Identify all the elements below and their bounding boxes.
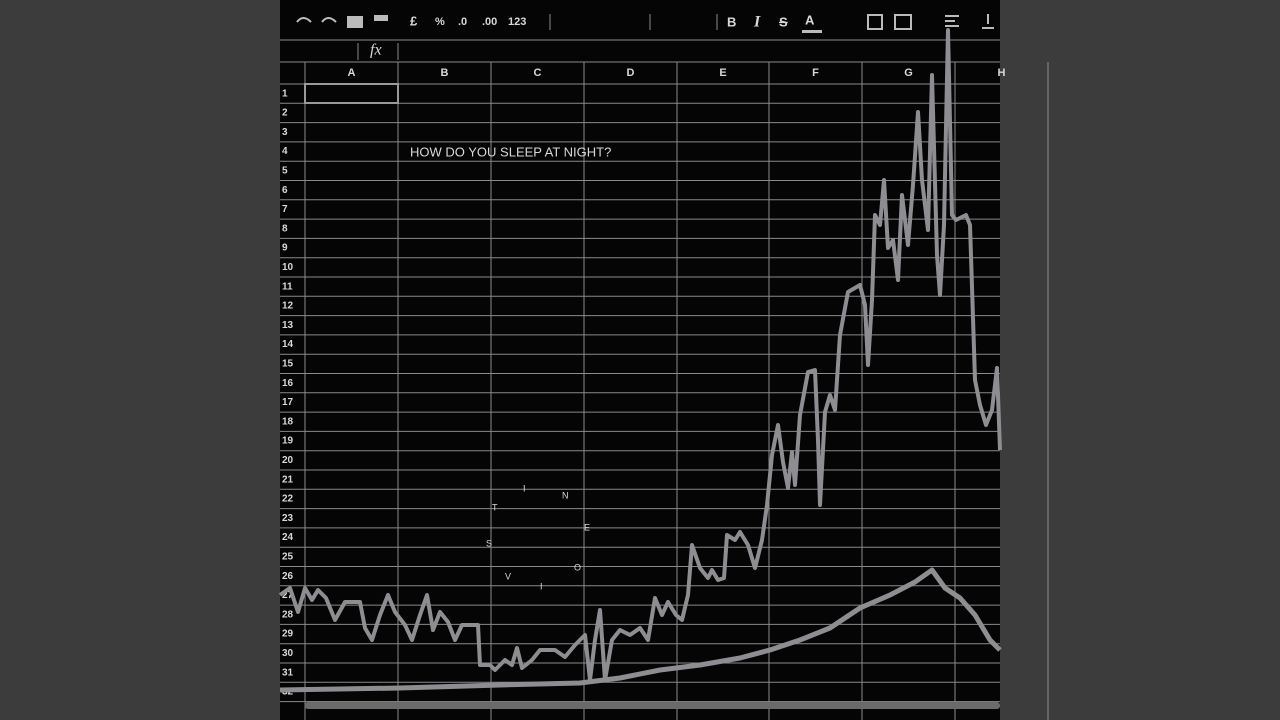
- grid: A B C D E F G H12345678910111213141516171819202…: [280, 61, 1049, 720]
- merge-icon[interactable]: [894, 14, 912, 30]
- row-header: 27: [282, 590, 294, 601]
- column-header: D: [627, 67, 635, 79]
- column-header: G: [904, 67, 913, 79]
- borders-icon[interactable]: [867, 14, 883, 30]
- row-header: 31: [282, 667, 294, 678]
- circle-letter: S: [486, 538, 492, 548]
- format-button[interactable]: 123: [508, 16, 526, 28]
- decrease-decimals-button[interactable]: .0: [458, 16, 467, 28]
- column-header: F: [812, 67, 819, 79]
- column-header: B: [441, 67, 449, 79]
- column-header: E: [719, 67, 726, 79]
- row-header: 11: [282, 281, 293, 292]
- row-header: 19: [282, 436, 294, 447]
- circle-letter: O: [574, 562, 581, 572]
- column-header: H: [998, 67, 1006, 79]
- row-header: 28: [282, 609, 294, 620]
- row-header: 4: [282, 146, 288, 157]
- align-icon[interactable]: [945, 15, 959, 27]
- smooth-line: [279, 567, 1002, 693]
- scrollbar[interactable]: [305, 702, 1000, 709]
- row-header: 23: [282, 513, 294, 524]
- row-header: 21: [282, 474, 294, 485]
- row-header: 30: [282, 648, 294, 659]
- row-header: 24: [282, 532, 294, 543]
- row-header: 9: [282, 243, 288, 254]
- letter-circle: S T I N E O I V: [486, 483, 590, 591]
- row-header: 26: [282, 571, 294, 582]
- sheet-background: [280, 0, 1000, 720]
- paint-format-icon[interactable]: [374, 15, 388, 21]
- row-header: 15: [282, 358, 294, 369]
- row-header: 16: [282, 378, 294, 389]
- strike-button[interactable]: S: [779, 14, 788, 29]
- circle-letter: E: [584, 522, 590, 532]
- redo-icon[interactable]: [321, 17, 337, 23]
- row-header: 10: [282, 262, 294, 273]
- title: HOW DO YOU SLEEP AT NIGHT?: [410, 144, 611, 159]
- row-header: 5: [282, 165, 288, 176]
- circle-letter: V: [505, 571, 511, 581]
- row-header: 1: [282, 88, 288, 99]
- circle-letter: I: [523, 483, 526, 493]
- circle-letter: I: [540, 581, 543, 591]
- currency-button[interactable]: £: [410, 13, 418, 28]
- row-header: 20: [282, 455, 294, 466]
- toolbar: £ % .0 .00 123 B I S A: [296, 12, 994, 33]
- text-color-bar: [802, 30, 822, 33]
- row-header: 2: [282, 108, 288, 119]
- row-header: 6: [282, 185, 288, 196]
- print-icon[interactable]: [347, 16, 363, 28]
- column-header: A: [348, 67, 356, 79]
- circle-letter: N: [562, 490, 569, 500]
- row-header: 13: [282, 320, 294, 331]
- selected-cell[interactable]: [304, 83, 399, 104]
- volatile-line: [278, 28, 1002, 682]
- formula-label: fx: [370, 42, 382, 59]
- row-header: 3: [282, 127, 288, 138]
- valign-icon[interactable]: [982, 14, 994, 29]
- text-color-button[interactable]: A: [805, 12, 815, 27]
- row-header: 25: [282, 551, 294, 562]
- percent-button[interactable]: %: [435, 16, 445, 28]
- italic-button[interactable]: I: [753, 14, 761, 31]
- row-header: 18: [282, 416, 294, 427]
- row-header: 8: [282, 223, 288, 234]
- row-header: 22: [282, 494, 294, 505]
- row-header: 29: [282, 629, 294, 640]
- undo-icon[interactable]: [296, 17, 312, 23]
- increase-decimals-button[interactable]: .00: [482, 16, 497, 28]
- row-header: 7: [282, 204, 288, 215]
- row-header: 14: [282, 339, 294, 350]
- row-header: 12: [282, 301, 294, 312]
- circle-letter: T: [492, 502, 498, 512]
- bold-button[interactable]: B: [727, 14, 736, 29]
- column-header: C: [534, 67, 542, 79]
- row-header: 17: [282, 397, 294, 408]
